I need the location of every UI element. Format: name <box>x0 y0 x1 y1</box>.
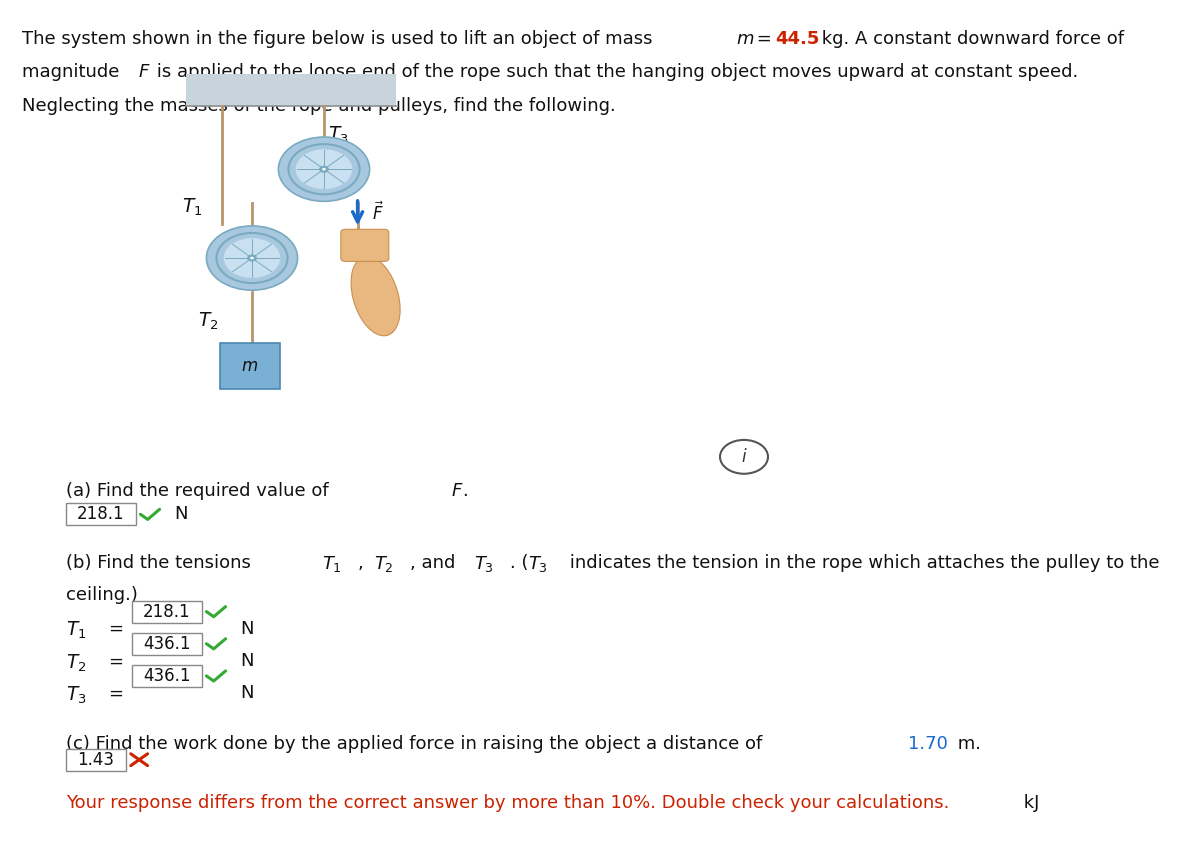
Circle shape <box>322 168 326 171</box>
FancyBboxPatch shape <box>341 229 389 261</box>
Text: 1.43: 1.43 <box>78 750 114 769</box>
Text: $T_1$: $T_1$ <box>182 196 203 218</box>
Text: $T_1$: $T_1$ <box>322 554 342 574</box>
Text: =: = <box>108 620 124 638</box>
Text: 218.1: 218.1 <box>143 602 191 621</box>
Text: is applied to the loose end of the rope such that the hanging object moves upwar: is applied to the loose end of the rope … <box>151 63 1079 81</box>
Text: magnitude: magnitude <box>22 63 125 81</box>
Text: N: N <box>240 684 253 702</box>
FancyBboxPatch shape <box>132 601 202 623</box>
Text: $F$: $F$ <box>451 482 463 500</box>
Text: =: = <box>108 652 124 670</box>
Bar <box>220 343 280 389</box>
Text: .: . <box>462 482 468 500</box>
Text: $F$: $F$ <box>138 63 150 81</box>
Circle shape <box>250 256 254 260</box>
Text: $\vec{F}$: $\vec{F}$ <box>372 202 384 224</box>
Text: 218.1: 218.1 <box>77 505 125 524</box>
Bar <box>186 74 396 106</box>
Text: ceiling.): ceiling.) <box>66 586 138 604</box>
Text: indicates the tension in the rope which attaches the pulley to the: indicates the tension in the rope which … <box>564 554 1159 572</box>
Text: $m$: $m$ <box>241 357 258 375</box>
Text: The system shown in the figure below is used to lift an object of mass: The system shown in the figure below is … <box>22 30 658 47</box>
Text: Neglecting the masses of the rope and pulleys, find the following.: Neglecting the masses of the rope and pu… <box>22 97 616 115</box>
Text: $T_3$: $T_3$ <box>328 124 348 146</box>
Text: kJ: kJ <box>1018 794 1039 812</box>
Text: =: = <box>751 30 778 47</box>
Circle shape <box>247 255 257 261</box>
Text: Your response differs from the correct answer by more than 10%. Double check you: Your response differs from the correct a… <box>66 794 949 812</box>
Ellipse shape <box>352 256 400 336</box>
Text: 436.1: 436.1 <box>143 634 191 653</box>
FancyBboxPatch shape <box>132 633 202 655</box>
Text: 1.70: 1.70 <box>908 735 948 753</box>
Text: (a) Find the required value of: (a) Find the required value of <box>66 482 335 500</box>
Circle shape <box>319 166 329 173</box>
Text: $T_3$: $T_3$ <box>474 554 494 574</box>
Text: , and: , and <box>410 554 462 572</box>
FancyBboxPatch shape <box>132 665 202 687</box>
Circle shape <box>295 149 353 190</box>
Text: . (: . ( <box>510 554 528 572</box>
Circle shape <box>206 226 298 290</box>
Text: $T_1$: $T_1$ <box>66 620 86 641</box>
Text: kg. A constant downward force of: kg. A constant downward force of <box>816 30 1124 47</box>
Text: $T_2$: $T_2$ <box>66 652 86 673</box>
Circle shape <box>720 440 768 474</box>
Text: $T_3$: $T_3$ <box>528 554 548 574</box>
FancyBboxPatch shape <box>66 503 136 525</box>
Text: N: N <box>240 652 253 670</box>
Text: m.: m. <box>952 735 980 753</box>
Text: (b) Find the tensions: (b) Find the tensions <box>66 554 257 572</box>
Text: =: = <box>108 684 124 702</box>
Text: 44.5: 44.5 <box>775 30 820 47</box>
FancyBboxPatch shape <box>66 749 126 771</box>
Text: $T_2$: $T_2$ <box>198 310 218 332</box>
Text: $T_3$: $T_3$ <box>66 684 86 706</box>
Circle shape <box>223 238 281 278</box>
Circle shape <box>278 137 370 201</box>
Text: (c) Find the work done by the applied force in raising the object a distance of: (c) Find the work done by the applied fo… <box>66 735 768 753</box>
Text: ,: , <box>358 554 370 572</box>
Text: N: N <box>240 620 253 638</box>
Text: 436.1: 436.1 <box>143 667 191 685</box>
Text: $m$: $m$ <box>736 30 754 47</box>
Text: $T_2$: $T_2$ <box>374 554 394 574</box>
Text: i: i <box>742 448 746 466</box>
Text: N: N <box>174 505 187 524</box>
